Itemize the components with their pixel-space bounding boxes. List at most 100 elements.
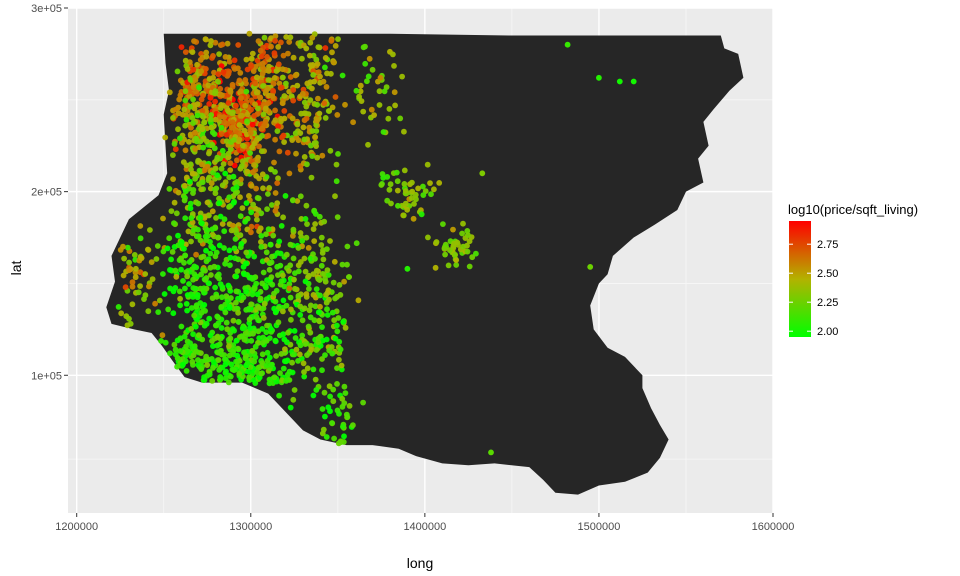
scatter-point (394, 178, 401, 185)
scatter-point (272, 169, 278, 175)
scatter-point (186, 281, 192, 287)
scatter-point (254, 291, 261, 298)
scatter-point (202, 233, 209, 240)
scatter-point (390, 51, 396, 58)
scatter-point (356, 93, 362, 100)
scatter-point (160, 271, 166, 277)
scatter-point (182, 57, 189, 64)
scatter-point (146, 283, 152, 290)
scatter-point (209, 226, 216, 233)
scatter-point (162, 339, 169, 346)
scatter-point (207, 250, 214, 257)
scatter-point (307, 302, 314, 309)
scatter-point (243, 260, 250, 267)
scatter-point (194, 292, 201, 298)
scatter-point (303, 115, 310, 122)
scatter-point (274, 200, 281, 207)
scatter-point (126, 267, 132, 274)
scatter-point (289, 137, 296, 144)
scatter-point (272, 136, 278, 143)
scatter-point (243, 307, 250, 313)
scatter-point (258, 210, 265, 217)
scatter-point (339, 72, 346, 79)
scatter-point (194, 61, 201, 68)
scatter-point (235, 319, 242, 325)
scatter-point (259, 70, 266, 77)
scatter-point (346, 274, 352, 280)
scatter-point (192, 175, 199, 182)
scatter-point (488, 449, 494, 456)
scatter-point (213, 293, 220, 300)
scatter-point (273, 353, 279, 359)
scatter-point (186, 138, 192, 145)
scatter-point (210, 365, 216, 371)
scatter-point (236, 371, 243, 377)
scatter-point (212, 88, 219, 94)
scatter-point (297, 259, 304, 265)
scatter-point (133, 265, 139, 272)
scatter-point (280, 331, 287, 338)
scatter-point (242, 77, 249, 83)
scatter-point (318, 242, 325, 248)
scatter-point (200, 253, 207, 260)
scatter-point (252, 80, 259, 87)
scatter-point (288, 316, 294, 323)
scatter-point (308, 174, 315, 181)
scatter-point (364, 78, 370, 85)
scatter-point (235, 42, 242, 48)
scatter-point (182, 285, 188, 292)
scatter-point (182, 97, 189, 104)
scatter-point (212, 190, 219, 197)
scatter-point (248, 183, 255, 189)
scatter-point (386, 186, 393, 193)
scatter-point (199, 108, 206, 114)
scatter-point (411, 201, 417, 207)
scatter-point (252, 101, 258, 108)
scatter-point (410, 215, 417, 222)
scatter-point (295, 245, 302, 251)
scatter-point (174, 68, 181, 75)
scatter-point (317, 303, 323, 310)
scatter-point (322, 413, 328, 420)
scatter-point (378, 182, 385, 188)
scatter-point (258, 148, 265, 155)
scatter-point (247, 150, 254, 156)
scatter-point (230, 173, 237, 180)
scatter-point (339, 261, 346, 268)
scatter-point (244, 66, 251, 73)
scatter-point (358, 98, 365, 104)
scatter-point (237, 88, 244, 95)
scatter-point (263, 249, 270, 256)
scatter-point (251, 162, 257, 168)
scatter-point (310, 72, 317, 78)
scatter-point (178, 323, 185, 330)
scatter-point (244, 135, 251, 142)
scatter-point (260, 185, 266, 192)
scatter-point (149, 276, 156, 282)
scatter-point (187, 103, 194, 110)
scatter-point (219, 131, 225, 137)
scatter-point (274, 180, 281, 187)
scatter-point (323, 434, 330, 440)
scatter-point (188, 215, 195, 222)
scatter-point (330, 386, 337, 393)
scatter-point (301, 369, 307, 375)
scatter-point (231, 245, 238, 252)
scatter-point (201, 119, 208, 126)
scatter-point (187, 200, 194, 207)
scatter-point (137, 283, 144, 289)
scatter-point (194, 112, 201, 119)
scatter-point (190, 331, 197, 338)
scatter-point (307, 329, 314, 336)
scatter-point (244, 118, 250, 125)
scatter-point (152, 300, 159, 307)
scatter-point (233, 184, 240, 191)
scatter-point (247, 130, 254, 136)
scatter-point (204, 199, 211, 206)
scatter-point (316, 317, 322, 324)
scatter-point (329, 104, 336, 111)
scatter-point (401, 128, 407, 135)
scatter-point (334, 322, 340, 329)
scatter-point (240, 294, 247, 301)
scatter-point (261, 300, 268, 307)
